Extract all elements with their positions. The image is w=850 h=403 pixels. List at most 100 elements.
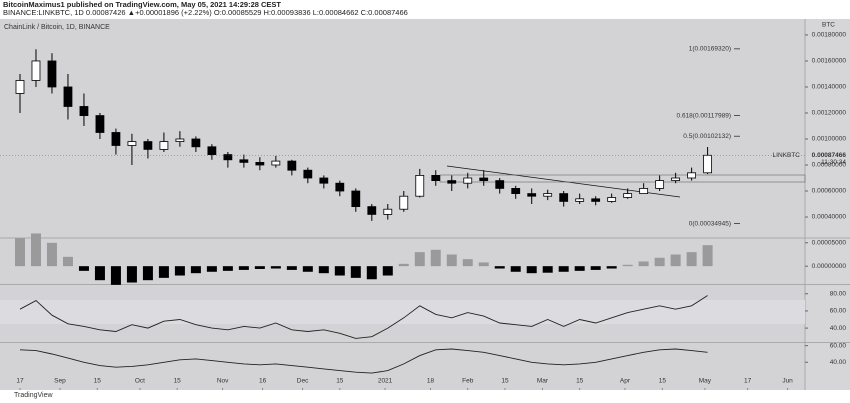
histogram-bar: [94, 266, 105, 281]
x-tick-label: 15: [501, 378, 509, 385]
y-tick-label: 40.00: [830, 359, 847, 366]
histogram-bar: [318, 266, 329, 274]
candle-body: [591, 198, 601, 202]
histogram-bar: [206, 266, 217, 272]
histogram-bar: [558, 266, 569, 272]
candle-body: [127, 141, 137, 146]
y-tick-label: 0.00120000: [812, 110, 847, 117]
candle-body: [383, 208, 393, 215]
histogram-bar: [222, 266, 233, 271]
candle-body: [319, 177, 329, 184]
fib-label: 1(0.00169320): [689, 46, 731, 53]
candle-body: [287, 160, 297, 171]
publisher: BitcoinMaximus1 published on TradingView…: [3, 0, 281, 9]
histogram-bar: [590, 266, 601, 270]
candle-body: [31, 60, 41, 81]
x-tick-label: Jun: [782, 378, 793, 385]
histogram-bar: [654, 257, 665, 267]
x-tick-label: Nov: [217, 378, 229, 385]
histogram-bar: [478, 262, 489, 267]
x-tick-label: Sep: [54, 378, 66, 385]
candle-body: [15, 80, 25, 94]
candle-body: [223, 154, 233, 161]
x-tick-label: Dec: [297, 378, 309, 385]
candle-body: [655, 180, 665, 189]
currency: BTC: [822, 22, 835, 29]
histogram-bar: [686, 252, 697, 267]
x-tick-label: 15: [659, 378, 667, 385]
x-tick-label: Mar: [537, 378, 549, 385]
histogram-bar: [46, 242, 57, 267]
indicator-line: [19, 295, 708, 339]
y-tick-label: 0.00160000: [812, 58, 847, 65]
candle-body: [447, 180, 457, 184]
candle-body: [527, 193, 537, 197]
y-tick-label: 40.00: [830, 325, 847, 332]
candle-body: [255, 161, 265, 166]
histogram-bar: [30, 233, 41, 267]
y-tick-label: 80.00: [830, 290, 847, 297]
x-tick-label: 15: [94, 378, 102, 385]
candle-body: [95, 115, 105, 133]
fib-label: 0.5(0.00102132): [683, 133, 731, 140]
x-tick-label: 17: [16, 378, 24, 385]
candle-body: [511, 188, 521, 195]
histogram-bar: [302, 266, 313, 272]
x-tick-label: 17: [744, 378, 752, 385]
candle-body: [463, 177, 473, 184]
last-price-label: 0.00087466: [812, 152, 847, 159]
y-tick-label: 0.00140000: [812, 84, 847, 91]
histogram-bar: [398, 263, 409, 267]
histogram-bar: [62, 256, 73, 267]
x-tick-label: Oct: [135, 378, 145, 385]
histogram-bar: [190, 266, 201, 274]
candle-body: [607, 197, 617, 202]
countdown: 11:30:34: [821, 159, 846, 166]
candle-body: [143, 141, 153, 150]
fib-label: 0(0.00034945): [689, 220, 731, 227]
y-tick-label: 0.00060000: [812, 188, 847, 195]
candle-body: [703, 154, 713, 174]
candle-body: [639, 188, 649, 195]
histogram-bar: [78, 266, 89, 271]
candle-body: [47, 60, 57, 88]
y-tick-label: 0.00080000: [812, 162, 847, 169]
histogram-bar: [526, 266, 537, 274]
x-tick-label: May: [699, 378, 712, 385]
y-tick-label: 0.00100000: [812, 136, 847, 143]
candle-body: [687, 172, 697, 179]
x-tick-label: 18: [427, 378, 435, 385]
candle-body: [111, 132, 121, 146]
candle-body: [399, 195, 409, 210]
histogram-bar: [638, 261, 649, 267]
histogram-bar: [270, 266, 281, 269]
histogram-bar: [334, 266, 345, 276]
candle-body: [63, 86, 73, 107]
candle-body: [671, 177, 681, 182]
histogram-bar: [622, 264, 633, 267]
pane-title: ChainLink / Bitcoin, 1D, BINANCE: [4, 24, 110, 31]
fib-label: 0.618(0.00117989): [677, 112, 731, 119]
histogram-bar: [126, 266, 137, 283]
candle-body: [79, 106, 89, 116]
candle-body: [479, 177, 489, 182]
histogram-bar: [414, 252, 425, 267]
histogram-bar: [174, 266, 185, 276]
y-tick-label: 60.00: [830, 308, 847, 315]
histogram-bar: [606, 266, 617, 269]
histogram-bar: [238, 266, 249, 270]
candle-body: [351, 190, 361, 208]
x-tick-label: 15: [336, 378, 344, 385]
indicator-line: [19, 348, 708, 374]
histogram-bar: [574, 266, 585, 271]
candle-body: [303, 169, 313, 179]
candle-body: [543, 193, 553, 197]
candle-body: [559, 193, 569, 202]
x-tick-label: 15: [576, 378, 584, 385]
histogram-bar: [542, 266, 553, 273]
candle-body: [239, 159, 249, 163]
candle-body: [207, 146, 217, 155]
histogram-bar: [254, 266, 265, 269]
